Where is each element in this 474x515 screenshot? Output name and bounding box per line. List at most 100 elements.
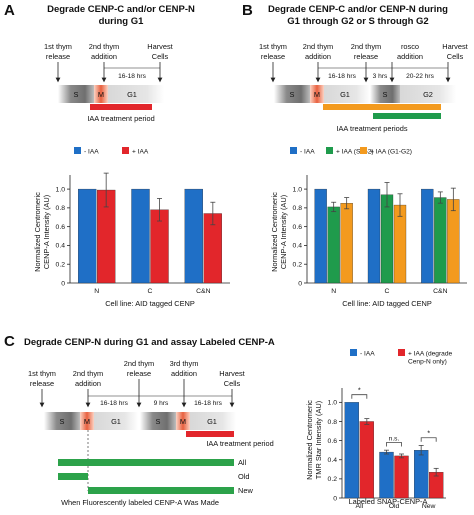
panel-c-phase-g1b <box>190 412 236 430</box>
panel-b-phase-s1-label: S <box>290 90 295 99</box>
panel-c-label-old: Old <box>238 472 250 481</box>
panel-c-event-3rd-2: addition <box>171 369 197 378</box>
bar <box>314 188 327 284</box>
panel-b-event-1st-thym-2: release <box>261 52 285 61</box>
panel-b-iaa-s-g2-bar <box>373 113 441 119</box>
panel-a-iaa-period-bar <box>90 104 152 110</box>
panel-c-phase-m1 <box>80 412 94 430</box>
panel-b-letter: B <box>242 2 253 19</box>
y-tick-label: 0.2 <box>328 476 338 483</box>
panel-b-iaa-g1-g2-bar <box>323 104 441 110</box>
y-tick-label: 0.6 <box>293 224 303 231</box>
panel-b-event-rosco: rosco <box>401 42 419 51</box>
panel-b-phase-m <box>310 85 324 103</box>
y-axis-label-line1: Normalized Centromeric <box>305 400 314 480</box>
legend-label: + IAA (degrade <box>408 351 453 358</box>
panel-b-timeline: 1st thym release 2nd thym addition 2nd t… <box>259 42 468 133</box>
panel-b-event-2nd-add-2: addition <box>305 52 331 61</box>
panel-c-phase-g1a <box>94 412 138 430</box>
panel-c-label-all: All <box>238 458 247 467</box>
panel-c-phase-g1a-label: G1 <box>111 417 121 426</box>
legend-swatch <box>290 147 297 154</box>
legend-swatch <box>360 147 367 154</box>
panel-c-event-1st-thym-2: release <box>30 379 54 388</box>
y-tick-label: 0.2 <box>56 262 66 269</box>
panel-c-label-new: New <box>238 486 253 495</box>
panel-c-label-all-bar <box>58 459 234 466</box>
y-tick-label: 0 <box>298 280 302 287</box>
bar <box>414 450 429 499</box>
panel-a-phase-s-label: S <box>74 90 79 99</box>
x-tick-label: C&N <box>196 288 210 295</box>
panel-a-timeline: 1st thym release 2nd thym addition Harve… <box>44 42 173 123</box>
bar <box>327 206 340 284</box>
panel-c-timeline: 1st thym release 2nd thym addition 2nd t… <box>28 359 274 507</box>
panel-c-phase-s1-label: S <box>60 417 65 426</box>
legend-label: - IAA <box>300 149 315 156</box>
legend-label: + IAA (G1-G2) <box>370 149 412 156</box>
x-axis-label: Cell line: AID tagged CENP <box>105 299 195 308</box>
panel-c-phase-m2-label: M <box>180 417 186 426</box>
panel-b-phase-s2 <box>370 85 400 103</box>
legend-swatch <box>122 147 129 154</box>
panel-b-event-2nd-rel: 2nd thym <box>351 42 381 51</box>
y-tick-label: 0.6 <box>56 224 66 231</box>
y-axis-label-line1: Normalized Centromeric <box>270 192 279 272</box>
panel-a-letter: A <box>4 2 15 19</box>
significance-bracket <box>420 437 437 442</box>
significance-label: * <box>427 429 430 438</box>
significance-bracket <box>351 394 368 399</box>
panel-b-phase-s2-label: S <box>383 90 388 99</box>
panel-b-interval-3: 20-22 hrs <box>406 73 435 80</box>
bar <box>131 188 150 284</box>
legend-swatch <box>326 147 333 154</box>
panel-c-phase-m2 <box>176 412 190 430</box>
panel-a-event-1st-thym: 1st thym <box>44 42 72 51</box>
panel-b-event-2nd-add: 2nd thym <box>303 42 333 51</box>
panel-c-title: Degrade CENP-N during G1 and assay Label… <box>24 337 275 348</box>
panel-a-title: Degrade CENP-C and/or CENP-N <box>47 4 195 15</box>
bar <box>380 194 394 284</box>
bar <box>447 199 460 284</box>
panel-b-iaa-label: IAA treatment periods <box>336 124 407 133</box>
x-tick-label: C&N <box>433 288 447 295</box>
panel-c-iaa-label: IAA treatment period <box>206 439 273 448</box>
panel-b-phase-g2 <box>400 85 456 103</box>
panel-b-interval-2: 3 hrs <box>373 73 388 80</box>
panel-c-event-1st-thym: 1st thym <box>28 369 56 378</box>
significance-label: * <box>358 386 361 395</box>
bar <box>434 197 447 284</box>
panel-c-event-2nd-add: 2nd thym <box>73 369 103 378</box>
panel-c-event-2nd-add-2: addition <box>75 379 101 388</box>
panel-a-iaa-label: IAA treatment period <box>87 114 154 123</box>
x-axis-label: Labeled SNAP-CENP-A <box>349 497 428 506</box>
panel-b-phase-s1 <box>274 85 310 103</box>
y-tick-label: 1.0 <box>293 186 303 193</box>
panel-a-phase-g1-label: G1 <box>127 90 137 99</box>
x-tick-label: Old <box>389 503 400 510</box>
y-tick-label: 1.0 <box>328 400 338 407</box>
panel-a-phase-g1 <box>108 85 164 103</box>
legend-label: + IAA (S-G2) <box>336 149 374 156</box>
significance-label: n.s. <box>389 436 400 443</box>
bar <box>421 188 434 284</box>
bar <box>78 188 97 284</box>
panel-c-letter: C <box>4 333 15 350</box>
panel-b-title: Degrade CENP-C and/or CENP-N during <box>268 4 448 15</box>
legend-swatch <box>350 349 357 356</box>
x-tick-label: All <box>356 503 364 510</box>
panel-b-event-harvest-2: Cells <box>447 52 464 61</box>
bar <box>367 188 381 284</box>
legend-label: - IAA <box>360 351 375 358</box>
y-tick-label: 0.8 <box>293 205 303 212</box>
legend-label: Cenp-N only) <box>408 359 447 366</box>
panel-c-event-harvest-2: Cells <box>224 379 241 388</box>
panel-b-phase-g1 <box>324 85 370 103</box>
x-tick-label: N <box>94 288 99 295</box>
panel-a-phase-s <box>58 85 94 103</box>
panel-c-interval-3: 16-18 hrs <box>194 400 223 407</box>
y-tick-label: 0.2 <box>293 262 303 269</box>
panel-c-event-2nd-rel: 2nd thym <box>124 359 154 368</box>
panel-c-label-new-bar <box>88 487 234 494</box>
